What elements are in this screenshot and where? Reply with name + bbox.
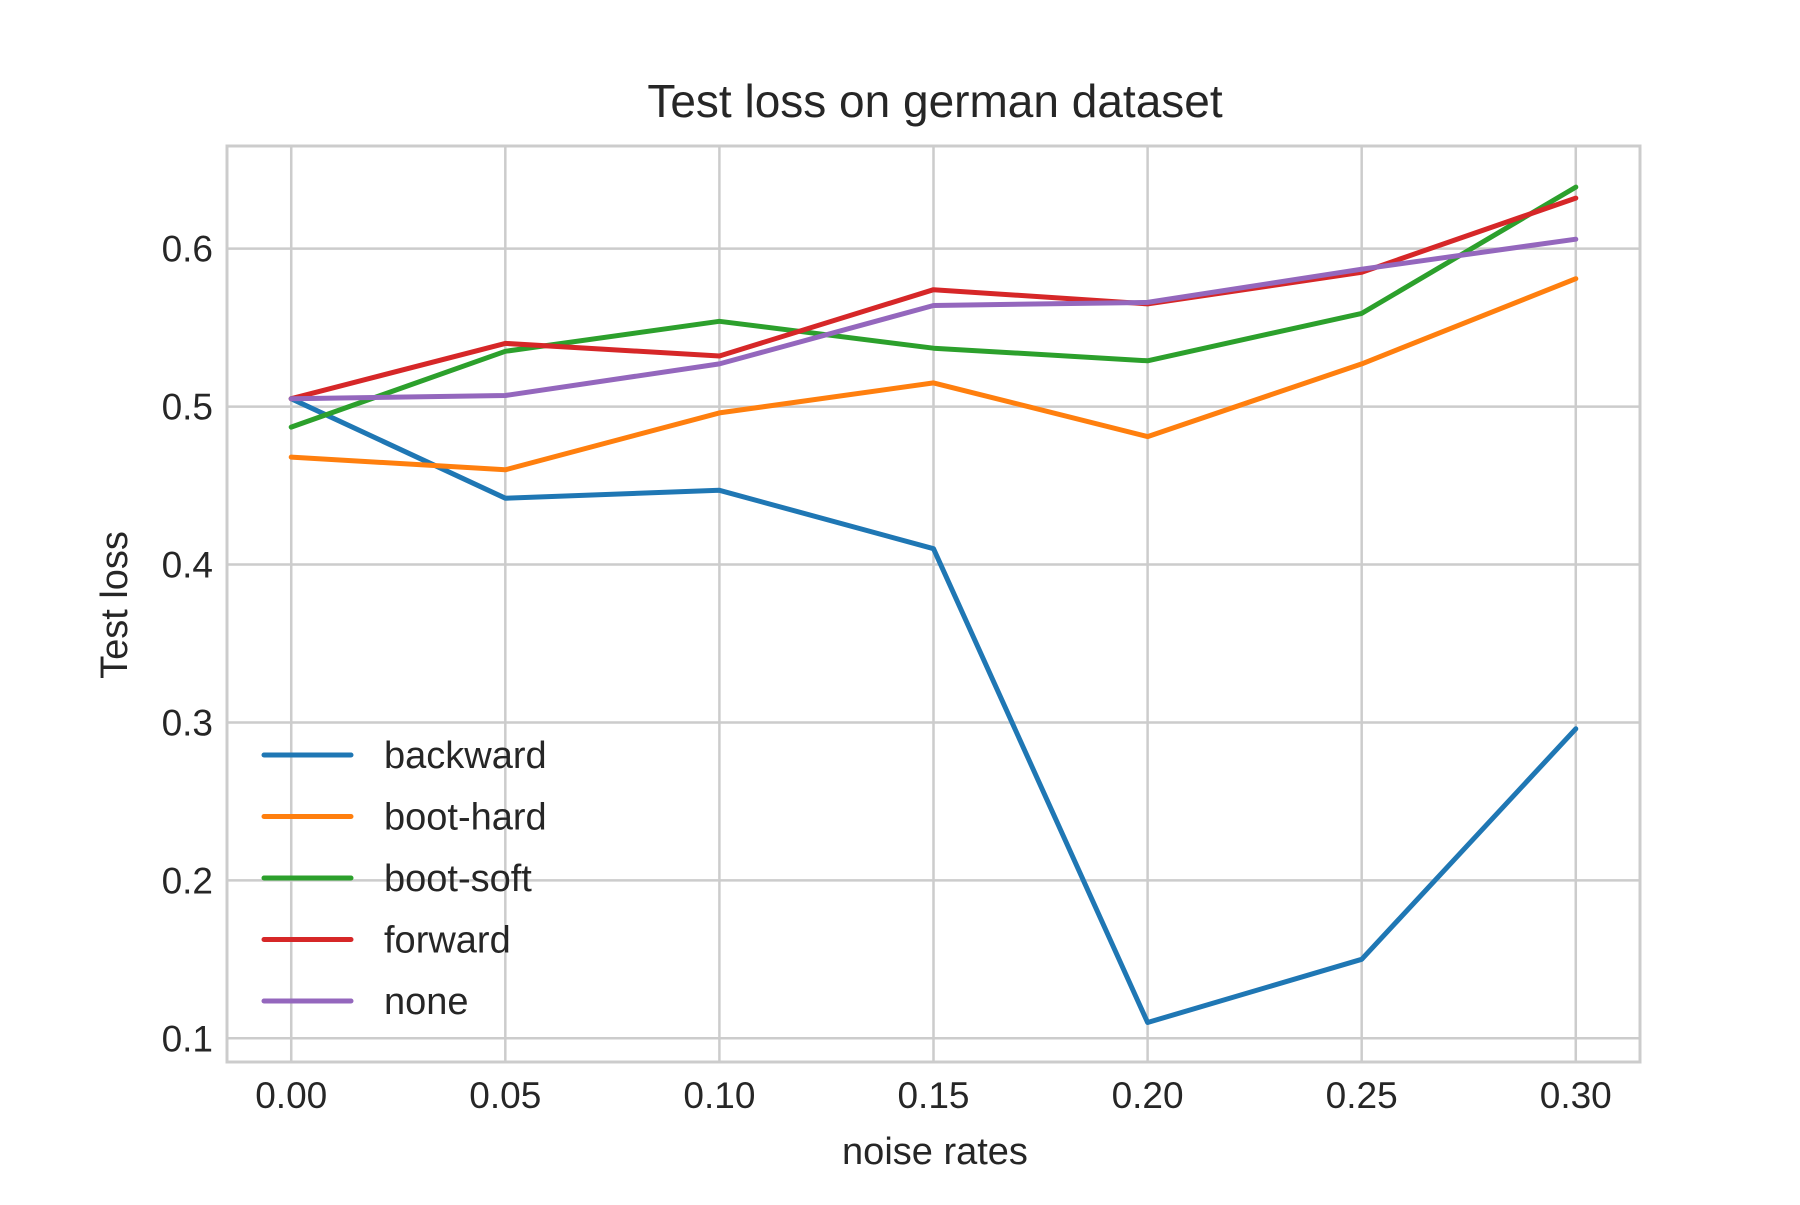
grid-lines (227, 146, 1640, 1062)
y-tick-label: 0.6 (162, 229, 213, 270)
y-tick-label: 0.2 (162, 860, 213, 901)
x-tick-label: 0.25 (1326, 1075, 1398, 1116)
series-line-none (288, 236, 1579, 402)
y-tick-label: 0.5 (162, 387, 213, 428)
plot-frame (225, 144, 1642, 1064)
legend-label-forward: forward (384, 920, 511, 962)
y-axis-label: Test loss (94, 531, 136, 679)
legend: backward boot-hard boot-soft forward none (261, 735, 547, 1023)
legend-label-none: none (384, 981, 469, 1023)
series-line-forward (288, 195, 1579, 402)
plot-border (225, 144, 1642, 1064)
series-lines (288, 184, 1579, 1025)
y-tick-label: 0.4 (162, 545, 213, 586)
x-tick-label: 0.15 (897, 1075, 969, 1116)
x-tick-label: 0.05 (469, 1075, 541, 1116)
x-tick-label: 0.30 (1540, 1075, 1612, 1116)
y-tick-label: 0.3 (162, 702, 213, 743)
x-axis-label: noise rates (842, 1131, 1028, 1173)
series-line-boot-hard (288, 276, 1579, 473)
legend-label-boot-hard: boot-hard (384, 797, 547, 839)
x-tick-label: 0.20 (1112, 1075, 1184, 1116)
x-tick-label: 0.00 (255, 1075, 327, 1116)
y-tick-label: 0.1 (162, 1018, 213, 1059)
tick-labels: 0.00 0.05 0.10 0.15 0.20 0.25 0.30 0.1 0.2 0.3 0.4… (162, 229, 1612, 1116)
series-line-backward (288, 396, 1579, 1025)
x-tick-label: 0.10 (683, 1075, 755, 1116)
chart-title: Test loss on german dataset (647, 75, 1223, 127)
legend-label-boot-soft: boot-soft (384, 858, 532, 900)
series-line-boot-soft (288, 184, 1579, 430)
legend-label-backward: backward (384, 735, 547, 777)
